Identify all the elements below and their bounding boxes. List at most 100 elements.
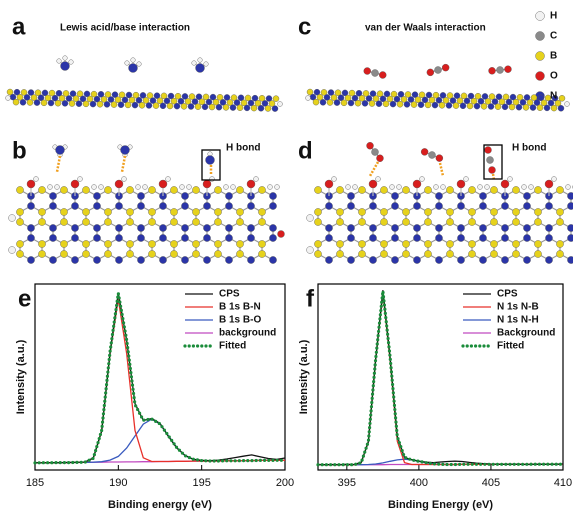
atom xyxy=(358,208,366,216)
atom xyxy=(41,89,49,97)
atom xyxy=(314,208,322,216)
atom xyxy=(326,99,334,106)
atom xyxy=(93,95,101,103)
atom xyxy=(505,98,513,106)
atom xyxy=(51,94,59,102)
atom xyxy=(269,256,277,264)
atom xyxy=(325,256,333,264)
x-tick-label: 200 xyxy=(276,477,294,489)
atom xyxy=(60,186,68,194)
atom xyxy=(400,96,408,103)
atom xyxy=(521,184,527,190)
atom xyxy=(391,202,399,210)
atom xyxy=(192,240,200,248)
atom xyxy=(488,67,496,75)
atom xyxy=(556,240,564,248)
atom xyxy=(347,99,355,107)
atom xyxy=(214,250,222,258)
atom xyxy=(258,208,266,216)
atom xyxy=(247,256,255,264)
atom xyxy=(265,95,273,102)
atom xyxy=(502,93,510,101)
atom xyxy=(380,240,388,248)
atom xyxy=(160,92,168,100)
atom xyxy=(8,214,16,222)
atom xyxy=(523,94,531,101)
y-axis-label: Intensity (a.u.) xyxy=(15,339,27,414)
atom xyxy=(269,202,277,210)
atom xyxy=(254,99,262,107)
atom xyxy=(468,250,476,258)
atom xyxy=(82,100,90,108)
atom xyxy=(424,186,432,194)
atom xyxy=(442,97,450,104)
atom xyxy=(60,218,68,226)
atom xyxy=(507,176,513,182)
legend-label: B 1s B-N xyxy=(219,302,261,313)
atom xyxy=(484,146,492,154)
atom xyxy=(149,97,157,104)
atom xyxy=(501,224,509,232)
atom xyxy=(545,202,553,210)
atom xyxy=(117,101,125,108)
atom xyxy=(226,99,234,106)
atom xyxy=(500,179,510,189)
atom xyxy=(267,184,273,190)
atom xyxy=(194,103,202,110)
atom xyxy=(402,218,410,226)
atom xyxy=(365,95,373,102)
atom xyxy=(230,184,236,190)
atom xyxy=(104,91,112,98)
atom xyxy=(421,96,429,104)
atom xyxy=(212,98,220,106)
atom xyxy=(202,179,212,189)
atom xyxy=(564,101,570,107)
atom xyxy=(170,208,178,216)
h-bond xyxy=(368,161,380,177)
atom xyxy=(358,250,366,258)
atom xyxy=(214,208,222,216)
atom xyxy=(512,186,520,194)
panel-label: c xyxy=(298,13,311,40)
atom xyxy=(534,218,542,226)
atom xyxy=(567,224,573,232)
atom xyxy=(128,96,136,104)
atom xyxy=(380,186,388,194)
atom xyxy=(93,256,101,264)
legend-label: B xyxy=(550,51,557,62)
atom xyxy=(330,94,338,101)
atom xyxy=(192,218,200,226)
atom xyxy=(435,192,443,200)
atom xyxy=(556,208,564,216)
atom xyxy=(504,65,512,73)
atom xyxy=(523,192,531,200)
atom xyxy=(431,101,439,109)
atom xyxy=(271,105,279,112)
legend-label: Fitted xyxy=(497,341,524,352)
atom xyxy=(184,98,192,105)
legend-label: O xyxy=(550,71,558,82)
atom xyxy=(435,234,443,242)
atom xyxy=(313,88,321,96)
atom xyxy=(556,186,564,194)
atom xyxy=(375,176,381,182)
atom xyxy=(337,94,345,101)
legend-label: Background xyxy=(497,328,555,339)
atom xyxy=(470,97,478,105)
atom xyxy=(567,192,573,200)
atom xyxy=(457,224,465,232)
atom xyxy=(114,179,124,189)
atom xyxy=(188,93,196,100)
atom xyxy=(269,224,277,232)
atom xyxy=(40,99,48,107)
atom xyxy=(38,208,46,216)
atom xyxy=(389,100,397,108)
atom xyxy=(411,91,419,98)
atom xyxy=(195,63,205,73)
atom xyxy=(104,240,112,248)
atom xyxy=(369,234,377,242)
atom xyxy=(341,89,349,97)
atom xyxy=(371,148,379,156)
h-bond xyxy=(55,155,62,173)
atom xyxy=(528,184,534,190)
